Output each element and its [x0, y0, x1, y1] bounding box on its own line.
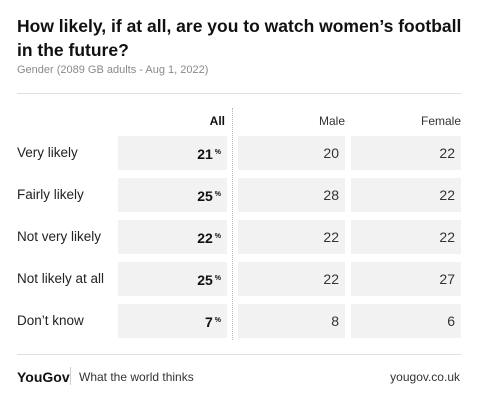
percent-symbol: %: [214, 233, 221, 240]
cell-all: 25%: [118, 178, 227, 212]
cell-female: 6: [351, 304, 461, 338]
cell-male: 22: [238, 220, 345, 254]
yougov-logo: YouGov: [17, 369, 70, 385]
percent-symbol: %: [214, 191, 221, 198]
column-header-all: All: [209, 114, 225, 128]
row-label: Fairly likely: [17, 187, 84, 202]
footer-separator: [70, 367, 71, 385]
cell-male: 20: [238, 136, 345, 170]
cell-all-value: 25: [197, 188, 213, 204]
cell-female: 22: [351, 220, 461, 254]
cell-all-value: 21: [197, 146, 213, 162]
cell-male: 22: [238, 262, 345, 296]
cell-all-value: 25: [197, 272, 213, 288]
column-separator: [232, 108, 233, 340]
percent-symbol: %: [214, 317, 221, 324]
column-header-female: Female: [420, 114, 461, 128]
cell-female: 22: [351, 136, 461, 170]
cell-male: 28: [238, 178, 345, 212]
cell-all-value: 7: [204, 314, 213, 330]
table-row: Fairly likely 25% 28 22: [0, 178, 478, 212]
cell-all: 22%: [118, 220, 227, 254]
percent-symbol: %: [214, 275, 221, 282]
top-divider: [17, 93, 461, 94]
table-row: Very likely 21% 20 22: [0, 136, 478, 170]
cell-male: 8: [238, 304, 345, 338]
table-row: Don’t know 7% 8 6: [0, 304, 478, 338]
chart-subtitle: Gender (2089 GB adults - Aug 1, 2022): [17, 64, 209, 76]
cell-female: 22: [351, 178, 461, 212]
column-header-male: Male: [318, 114, 345, 128]
table-row: Not very likely 22% 22 22: [0, 220, 478, 254]
row-label: Don’t know: [17, 313, 84, 328]
row-label: Very likely: [17, 145, 78, 160]
chart-title: How likely, if at all, are you to watch …: [17, 16, 462, 60]
percent-symbol: %: [214, 149, 221, 156]
cell-female: 27: [351, 262, 461, 296]
footer-tagline: What the world thinks: [79, 370, 194, 384]
cell-all: 25%: [118, 262, 227, 296]
cell-all: 21%: [118, 136, 227, 170]
row-label: Not likely at all: [17, 271, 105, 286]
cell-all-value: 22: [197, 230, 213, 246]
footer-site-link[interactable]: yougov.co.uk: [390, 370, 460, 384]
cell-all: 7%: [118, 304, 227, 338]
table-row: Not likely at all 25% 22 27: [0, 262, 478, 296]
row-label: Not very likely: [17, 229, 102, 244]
bottom-divider: [17, 354, 461, 355]
